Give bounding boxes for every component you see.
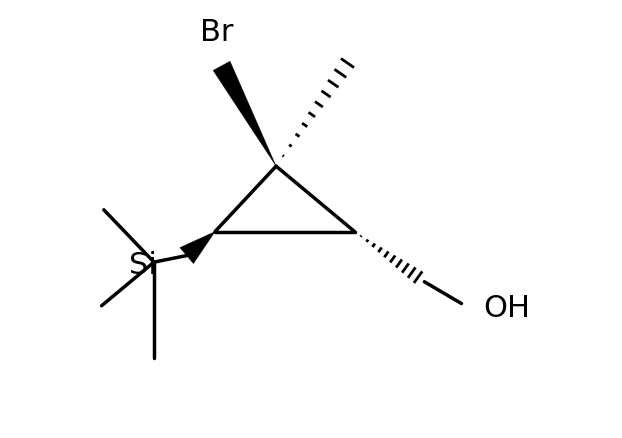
Text: OH: OH <box>483 294 531 323</box>
Text: Si: Si <box>129 250 157 279</box>
Polygon shape <box>180 232 215 264</box>
Polygon shape <box>213 62 276 167</box>
Text: Br: Br <box>200 18 234 47</box>
